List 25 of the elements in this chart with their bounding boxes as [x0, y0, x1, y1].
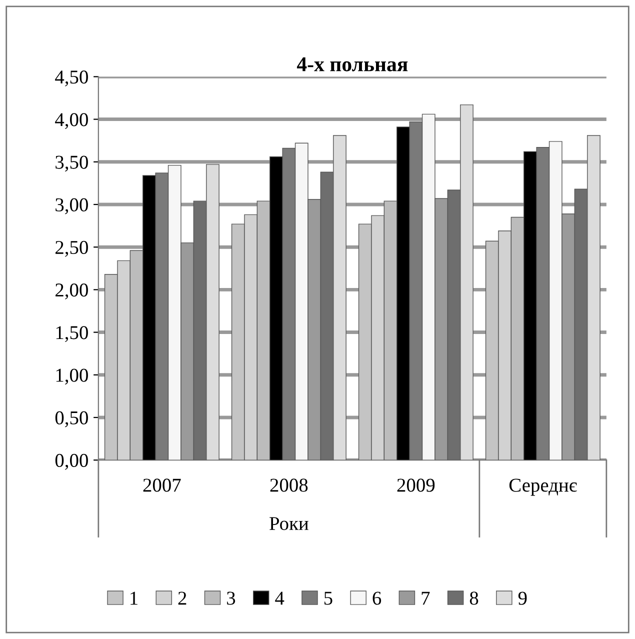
y-tick-label: 1,50 — [56, 326, 88, 342]
legend-label: 8 — [470, 592, 478, 605]
chart-title: 4-х польная — [296, 57, 408, 72]
y-tick-label: 0,00 — [55, 454, 88, 470]
legend-label: 4 — [275, 592, 284, 605]
y-tick-label: 2,50 — [56, 240, 88, 257]
legend-label: 1 — [130, 592, 138, 605]
legend-label: 3 — [227, 592, 236, 605]
legend-label: 7 — [422, 592, 430, 605]
y-tick-label: 4,00 — [55, 113, 88, 130]
x-tick-label: 2007 — [143, 478, 181, 492]
y-tick-label: 2,00 — [56, 283, 88, 300]
x-tick-label: 2008 — [270, 478, 308, 492]
y-tick-label: 4,50 — [55, 70, 88, 86]
y-tick-label: 1,00 — [56, 368, 88, 385]
legend-label: 9 — [518, 592, 527, 605]
x-tick-label: Середнє — [509, 478, 577, 496]
x-tick-label: 2009 — [397, 478, 435, 492]
x-axis-title: Роки — [270, 517, 308, 530]
legend-label: 2 — [178, 592, 186, 605]
y-tick-label: 3,00 — [56, 198, 88, 214]
y-tick-label: 3,50 — [56, 156, 88, 172]
y-tick-label: 0,50 — [55, 411, 88, 428]
legend-label: 6 — [372, 592, 382, 605]
legend-label: 5 — [324, 592, 332, 605]
